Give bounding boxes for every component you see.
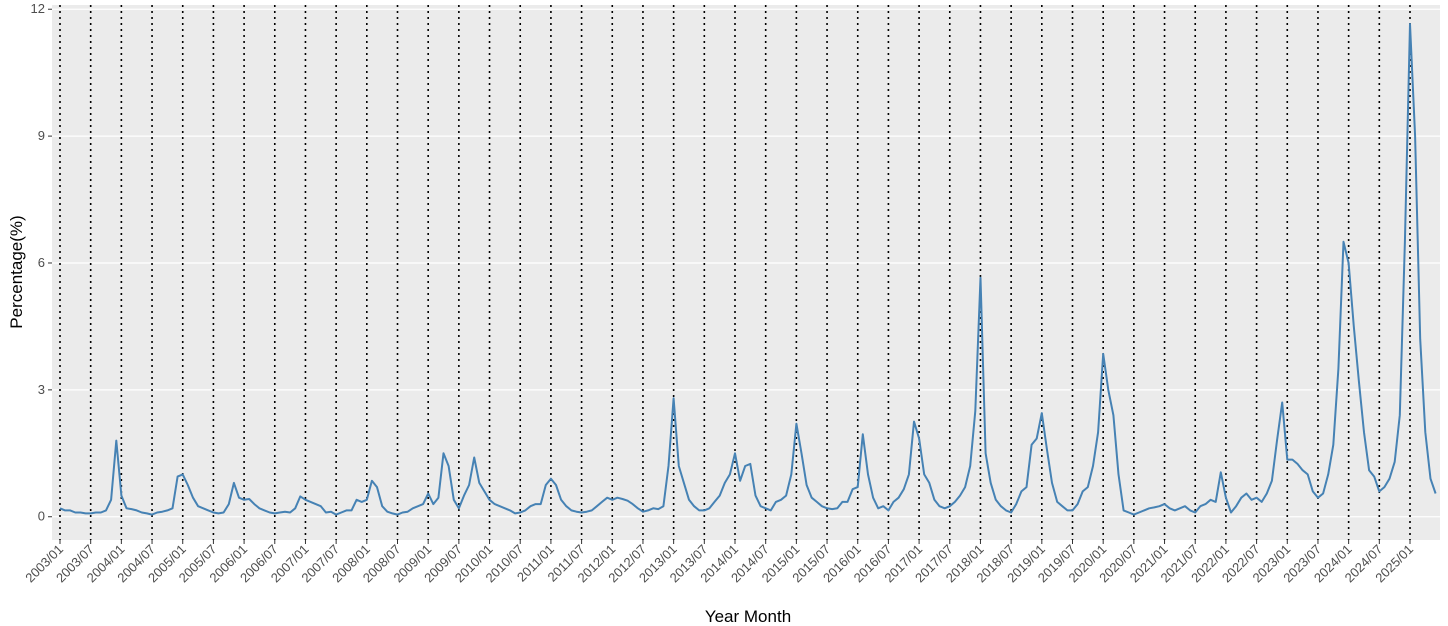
data-line <box>59 23 1437 516</box>
y-axis-title: Percentage(%) <box>7 215 26 328</box>
y-tick-label: 9 <box>38 128 45 143</box>
plot-background <box>52 5 1440 540</box>
y-tick-label: 12 <box>31 1 45 16</box>
y-tick-label: 0 <box>38 509 45 524</box>
y-tick-label: 3 <box>38 382 45 397</box>
x-axis-title: Year Month <box>705 607 791 626</box>
y-tick-label: 6 <box>38 255 45 270</box>
